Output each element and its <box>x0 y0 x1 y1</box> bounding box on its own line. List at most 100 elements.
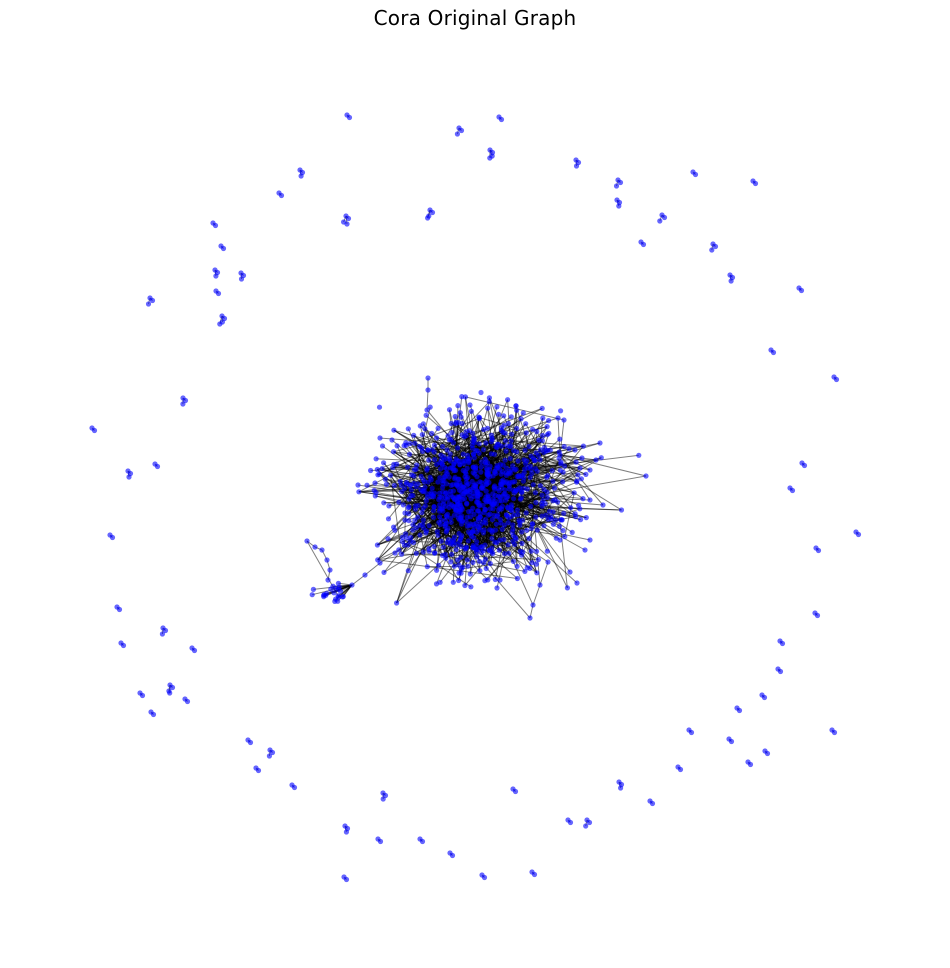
graph-node <box>530 426 536 432</box>
graph-node <box>543 448 549 454</box>
graph-node <box>425 387 431 393</box>
graph-node <box>474 448 480 454</box>
graph-node <box>600 502 606 508</box>
graph-node <box>567 819 574 826</box>
graph-node <box>450 488 456 494</box>
graph-node <box>514 407 520 413</box>
graph-node <box>512 788 519 795</box>
graph-node <box>408 534 414 541</box>
graph-node <box>419 432 425 438</box>
graph-node <box>430 514 437 520</box>
graph-node <box>484 470 490 476</box>
graph-node <box>456 487 462 493</box>
graph-node <box>531 871 538 878</box>
graph-node <box>476 502 482 508</box>
graph-node <box>453 547 459 553</box>
graph-node <box>438 517 444 523</box>
graph-node <box>528 503 534 509</box>
graph-node <box>503 448 509 454</box>
graph-node <box>507 455 513 462</box>
graph-node <box>537 457 543 463</box>
graph-node <box>184 698 191 705</box>
graph-node <box>450 503 457 509</box>
graph-node <box>444 447 450 453</box>
graph-edge <box>460 528 503 558</box>
graph-node <box>373 456 379 462</box>
graph-node <box>402 510 408 516</box>
graph-node <box>496 507 502 513</box>
graph-node <box>465 563 471 569</box>
graph-node <box>692 171 699 178</box>
graph-node <box>389 437 395 443</box>
graph-node <box>523 421 529 427</box>
graph-node <box>528 548 534 554</box>
graph-node <box>544 548 550 554</box>
graph-node <box>541 523 547 529</box>
graph-node <box>471 521 477 527</box>
graph-node <box>544 424 550 430</box>
graph-node <box>419 509 425 516</box>
graph-node <box>466 459 472 466</box>
graph-edge <box>480 546 518 579</box>
graph-node <box>437 475 443 481</box>
graph-node <box>540 497 546 503</box>
graph-node <box>534 468 540 474</box>
graph-node <box>551 485 558 491</box>
graph-edge <box>557 417 561 456</box>
graph-node <box>503 497 509 503</box>
graph-node <box>403 479 410 486</box>
graph-node <box>343 876 350 883</box>
graph-node <box>212 222 219 229</box>
graph-node <box>593 457 599 463</box>
graph-node <box>408 493 414 499</box>
graph-node <box>495 441 502 447</box>
graph-node <box>561 510 567 516</box>
graph-node <box>437 502 443 508</box>
graph-node <box>535 557 542 563</box>
graph-node <box>466 529 472 535</box>
graph-node <box>472 440 478 446</box>
graph-node <box>462 582 468 589</box>
graph-node <box>443 481 450 487</box>
graph-node <box>480 485 486 491</box>
graph-node <box>583 515 589 521</box>
graph-node <box>539 492 545 498</box>
graph-node <box>475 496 481 502</box>
graph-node <box>517 522 523 528</box>
graph-node <box>335 586 341 593</box>
graph-node <box>448 559 454 565</box>
graph-node <box>789 487 796 494</box>
graph-node <box>339 594 346 600</box>
graph-node <box>505 520 511 526</box>
graph-node <box>561 443 567 450</box>
graph-node <box>126 474 132 480</box>
graph-node <box>519 529 525 535</box>
graph-node <box>449 852 456 859</box>
graph-node <box>494 404 500 410</box>
graph-node <box>431 543 437 550</box>
graph-node <box>432 456 438 463</box>
graph-node <box>411 473 417 479</box>
graph-node <box>437 466 444 472</box>
graph-node <box>401 486 408 492</box>
graph-node <box>448 515 454 521</box>
graph-node <box>420 448 426 454</box>
graph-node <box>325 577 331 583</box>
graph-node <box>474 539 480 545</box>
graph-node <box>489 527 495 534</box>
graph-node <box>435 425 441 431</box>
graph-node <box>431 504 437 510</box>
graph-node <box>417 532 423 538</box>
graph-node <box>411 432 417 438</box>
graph-node <box>482 506 488 513</box>
graph-node <box>586 819 593 826</box>
graph-node <box>477 479 483 485</box>
graph-node <box>399 551 405 557</box>
graph-node <box>483 440 489 446</box>
graph-node <box>502 457 508 463</box>
graph-node <box>574 478 580 484</box>
graph-node <box>278 192 285 199</box>
graph-node <box>491 484 497 490</box>
graph-node <box>387 472 394 478</box>
graph-node <box>456 506 462 512</box>
